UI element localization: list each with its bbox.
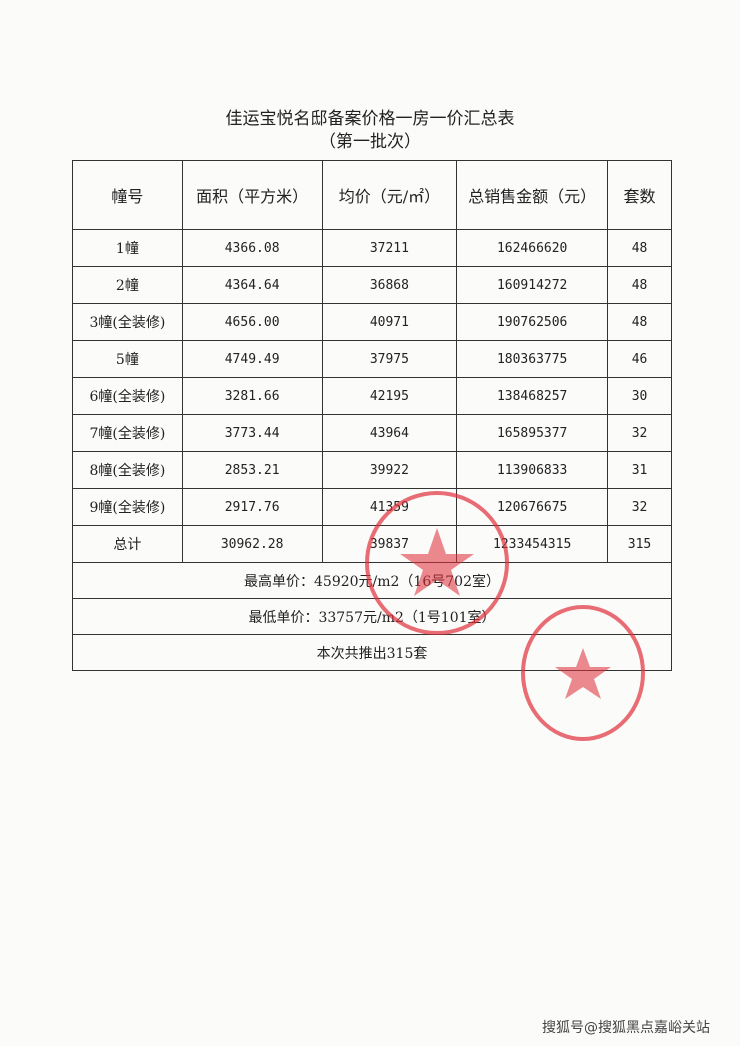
cell-units: 46 bbox=[607, 340, 672, 378]
total-row: 总计 30962.28 39837 1233454315 315 bbox=[72, 525, 672, 563]
cell-building: 6幢(全装修) bbox=[72, 377, 183, 415]
header-avg-price: 均价（元/㎡） bbox=[321, 160, 458, 230]
cell-building: 2幢 bbox=[72, 266, 183, 304]
cell-total-sales: 165895377 bbox=[456, 414, 609, 452]
cell-avg-price: 37975 bbox=[321, 340, 458, 378]
table-row: 3幢(全装修) 4656.00 40971 190762506 48 bbox=[72, 303, 672, 341]
developer-company-stamp bbox=[521, 605, 645, 741]
cell-units: 48 bbox=[607, 303, 672, 341]
cell-total-sales: 138468257 bbox=[456, 377, 609, 415]
document-title: 佳运宝悦名邸备案价格一房一价汇总表 bbox=[225, 109, 515, 129]
watermark: 搜狐号@搜狐黑点嘉峪关站 bbox=[542, 1020, 710, 1036]
cell-area: 2917.76 bbox=[181, 488, 323, 526]
cell-area: 3773.44 bbox=[181, 414, 323, 452]
header-area: 面积（平方米） bbox=[181, 160, 323, 230]
cell-avg-price: 36868 bbox=[321, 266, 458, 304]
cell-area: 4656.00 bbox=[181, 303, 323, 341]
cell-total-sales: 180363775 bbox=[456, 340, 609, 378]
table-row: 2幢 4364.64 36868 160914272 48 bbox=[72, 266, 672, 304]
cell-total-sales: 162466620 bbox=[456, 229, 609, 267]
cell-area: 3281.66 bbox=[181, 377, 323, 415]
cell-units: 48 bbox=[607, 229, 672, 267]
cell-building: 总计 bbox=[72, 525, 183, 563]
cell-building: 9幢(全装修) bbox=[72, 488, 183, 526]
cell-avg-price: 43964 bbox=[321, 414, 458, 452]
cell-avg-price: 37211 bbox=[321, 229, 458, 267]
cell-building: 7幢(全装修) bbox=[72, 414, 183, 452]
cell-area: 4366.08 bbox=[181, 229, 323, 267]
summary-text: 本次共推出315套 bbox=[72, 634, 672, 671]
star-icon bbox=[555, 648, 611, 699]
star-icon bbox=[400, 528, 474, 596]
cell-units: 31 bbox=[607, 451, 672, 489]
header-building: 幢号 bbox=[72, 160, 183, 230]
cell-avg-price: 40971 bbox=[321, 303, 458, 341]
housing-bureau-stamp bbox=[365, 491, 509, 635]
header-units: 套数 bbox=[607, 160, 672, 230]
cell-building: 5幢 bbox=[72, 340, 183, 378]
header-total-sales: 总销售金额（元） bbox=[456, 160, 609, 230]
cell-units: 48 bbox=[607, 266, 672, 304]
cell-area: 4364.64 bbox=[181, 266, 323, 304]
summary-row: 本次共推出315套 bbox=[72, 634, 672, 671]
cell-avg-price: 42195 bbox=[321, 377, 458, 415]
cell-units: 32 bbox=[607, 488, 672, 526]
table-row: 8幢(全装修) 2853.21 39922 113906833 31 bbox=[72, 451, 672, 489]
price-summary-table: 幢号 面积（平方米） 均价（元/㎡） 总销售金额（元） 套数 1幢 4366.08… bbox=[72, 160, 672, 671]
cell-total-sales: 113906833 bbox=[456, 451, 609, 489]
cell-units: 30 bbox=[607, 377, 672, 415]
cell-units: 32 bbox=[607, 414, 672, 452]
cell-avg-price: 39922 bbox=[321, 451, 458, 489]
summary-row: 最低单价：33757元/m2（1号101室） bbox=[72, 598, 672, 635]
cell-building: 8幢(全装修) bbox=[72, 451, 183, 489]
table-row: 6幢(全装修) 3281.66 42195 138468257 30 bbox=[72, 377, 672, 415]
cell-units: 315 bbox=[607, 525, 672, 563]
cell-total-sales: 190762506 bbox=[456, 303, 609, 341]
table-row: 7幢(全装修) 3773.44 43964 165895377 32 bbox=[72, 414, 672, 452]
table-header-row: 幢号 面积（平方米） 均价（元/㎡） 总销售金额（元） 套数 bbox=[72, 160, 672, 230]
summary-text: 最低单价：33757元/m2（1号101室） bbox=[72, 598, 672, 635]
table-row: 5幢 4749.49 37975 180363775 46 bbox=[72, 340, 672, 378]
cell-area: 2853.21 bbox=[181, 451, 323, 489]
cell-area: 30962.28 bbox=[181, 525, 323, 563]
cell-building: 1幢 bbox=[72, 229, 183, 267]
cell-area: 4749.49 bbox=[181, 340, 323, 378]
document-subtitle: （第一批次） bbox=[319, 132, 421, 152]
cell-building: 3幢(全装修) bbox=[72, 303, 183, 341]
table-row: 1幢 4366.08 37211 162466620 48 bbox=[72, 229, 672, 267]
cell-total-sales: 160914272 bbox=[456, 266, 609, 304]
